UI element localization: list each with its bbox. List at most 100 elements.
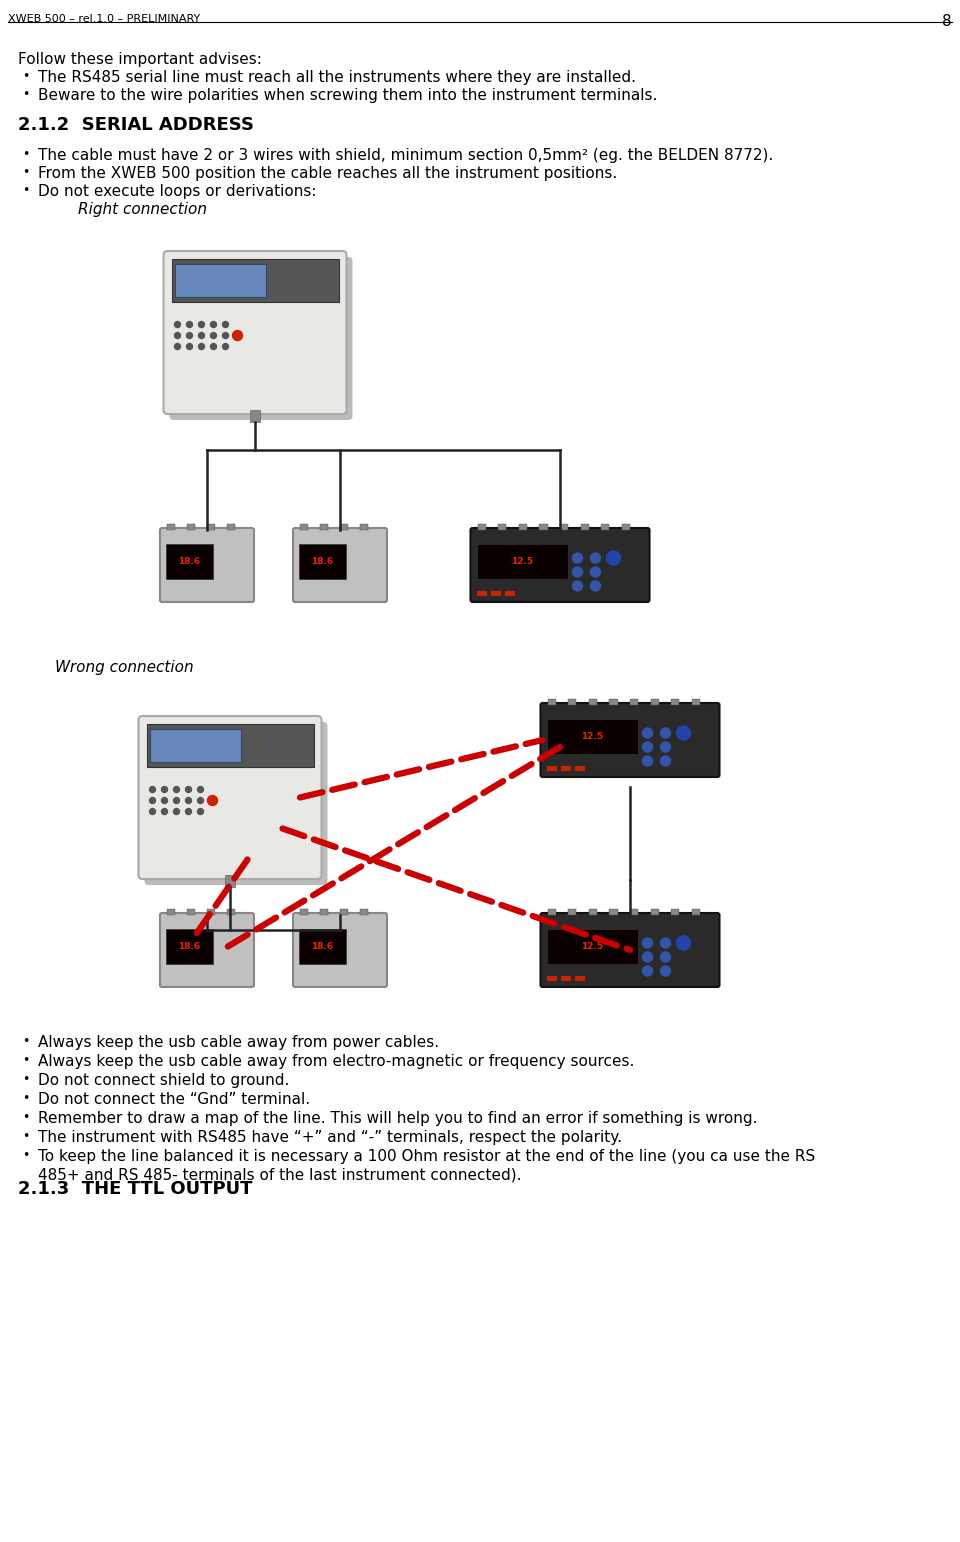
Circle shape <box>642 965 653 976</box>
Text: From the XWEB 500 position the cable reaches all the instrument positions.: From the XWEB 500 position the cable rea… <box>38 167 617 180</box>
FancyBboxPatch shape <box>145 722 327 885</box>
Bar <box>320 524 328 530</box>
Bar <box>588 699 597 705</box>
Text: Beware to the wire polarities when screwing them into the instrument terminals.: Beware to the wire polarities when screw… <box>38 88 658 103</box>
Circle shape <box>642 756 653 766</box>
Circle shape <box>223 322 228 327</box>
Bar <box>166 928 213 964</box>
Text: •: • <box>22 183 30 197</box>
Circle shape <box>175 344 180 350</box>
Bar <box>610 699 617 705</box>
Bar <box>360 908 368 914</box>
Bar <box>207 524 215 530</box>
Circle shape <box>660 742 670 752</box>
Circle shape <box>175 333 180 339</box>
Bar <box>540 524 547 530</box>
Text: 12.5: 12.5 <box>511 557 533 566</box>
FancyBboxPatch shape <box>138 715 322 879</box>
Bar <box>651 699 659 705</box>
Text: •: • <box>22 1035 30 1049</box>
Circle shape <box>150 808 156 814</box>
Circle shape <box>572 554 583 563</box>
Bar <box>546 719 637 754</box>
Circle shape <box>161 808 167 814</box>
Circle shape <box>199 333 204 339</box>
Bar <box>476 544 567 578</box>
Bar <box>547 908 556 914</box>
Bar <box>167 524 175 530</box>
Bar <box>547 699 556 705</box>
Circle shape <box>572 567 583 577</box>
Bar <box>250 410 260 423</box>
Bar <box>671 699 680 705</box>
Bar <box>692 908 700 914</box>
Bar <box>299 544 346 578</box>
Bar <box>546 766 557 771</box>
Circle shape <box>186 322 193 327</box>
Bar <box>187 908 195 914</box>
Circle shape <box>660 756 670 766</box>
Circle shape <box>590 554 601 563</box>
Bar <box>560 524 568 530</box>
Circle shape <box>223 333 228 339</box>
Circle shape <box>607 550 620 564</box>
Bar <box>568 908 576 914</box>
Circle shape <box>642 742 653 752</box>
Text: •: • <box>22 1073 30 1086</box>
Circle shape <box>210 333 217 339</box>
Circle shape <box>198 808 204 814</box>
Bar <box>498 524 507 530</box>
Bar <box>630 699 638 705</box>
Bar <box>518 524 527 530</box>
Text: The cable must have 2 or 3 wires with shield, minimum section 0,5mm² (eg. the BE: The cable must have 2 or 3 wires with sh… <box>38 148 773 163</box>
Bar <box>651 908 659 914</box>
Bar <box>505 591 515 597</box>
Text: 12.5: 12.5 <box>581 942 603 951</box>
Bar <box>172 259 339 302</box>
Text: •: • <box>22 1149 30 1163</box>
Bar <box>610 908 617 914</box>
FancyBboxPatch shape <box>163 251 347 413</box>
Text: •: • <box>22 1092 30 1106</box>
Text: •: • <box>22 148 30 160</box>
Circle shape <box>198 786 204 793</box>
Circle shape <box>677 726 690 740</box>
Circle shape <box>174 808 180 814</box>
Circle shape <box>185 808 191 814</box>
Circle shape <box>199 322 204 327</box>
Bar <box>561 976 570 981</box>
Text: Follow these important advises:: Follow these important advises: <box>18 52 262 66</box>
Text: •: • <box>22 1130 30 1143</box>
Circle shape <box>174 797 180 803</box>
Circle shape <box>199 344 204 350</box>
Text: Always keep the usb cable away from electro-magnetic or frequency sources.: Always keep the usb cable away from elec… <box>38 1055 635 1069</box>
Circle shape <box>185 786 191 793</box>
Text: Always keep the usb cable away from power cables.: Always keep the usb cable away from powe… <box>38 1035 439 1050</box>
Circle shape <box>210 344 217 350</box>
Bar <box>227 908 235 914</box>
Circle shape <box>150 797 156 803</box>
Text: •: • <box>22 88 30 100</box>
Circle shape <box>198 797 204 803</box>
Bar <box>546 976 557 981</box>
Text: The RS485 serial line must reach all the instruments where they are installed.: The RS485 serial line must reach all the… <box>38 69 636 85</box>
Bar <box>207 908 215 914</box>
Text: Do not connect shield to ground.: Do not connect shield to ground. <box>38 1073 289 1089</box>
Text: Right connection: Right connection <box>78 202 207 217</box>
Bar <box>175 264 266 298</box>
Bar <box>630 908 638 914</box>
Bar <box>561 766 570 771</box>
Bar <box>491 591 500 597</box>
Text: •: • <box>22 167 30 179</box>
Text: 18.6: 18.6 <box>311 557 333 566</box>
Text: 18.6: 18.6 <box>179 942 201 951</box>
Circle shape <box>590 567 601 577</box>
Bar <box>546 928 637 964</box>
Text: Do not connect the “Gnd” terminal.: Do not connect the “Gnd” terminal. <box>38 1092 310 1107</box>
Circle shape <box>186 333 193 339</box>
Circle shape <box>232 330 243 341</box>
FancyBboxPatch shape <box>293 913 387 987</box>
Text: 8: 8 <box>943 14 952 29</box>
Circle shape <box>186 344 193 350</box>
FancyBboxPatch shape <box>540 703 719 777</box>
